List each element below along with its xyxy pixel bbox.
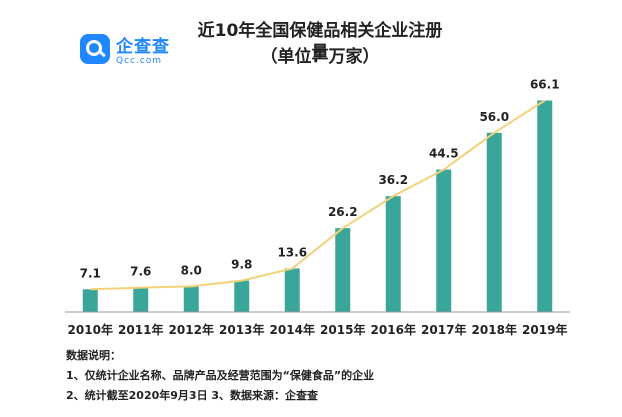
chart-subtitle: （单位：万家） xyxy=(260,47,380,67)
trend-line xyxy=(90,99,546,291)
data-label-2014年: 13.6 xyxy=(277,245,307,259)
bar-2010年 xyxy=(82,289,98,312)
data-label-2012年: 8.0 xyxy=(181,263,202,277)
bar-2012年 xyxy=(183,286,199,312)
bar-2018年 xyxy=(486,132,502,312)
x-tick-label: 2015年 xyxy=(320,322,365,337)
logo: 企查查 Qcc.com xyxy=(70,20,190,80)
data-label-2010年: 7.1 xyxy=(80,266,101,280)
bar-2015年 xyxy=(335,228,351,312)
data-label-2015年: 26.2 xyxy=(328,205,358,219)
bar-2014年 xyxy=(284,268,300,312)
data-label-2016年: 36.2 xyxy=(378,173,408,187)
chart-title: 近10年全国保健品相关企业注册量 xyxy=(197,21,443,63)
notes-line-1: 1、仅统计企业名称、品牌产品及经营范围为“保健食品”的企业 xyxy=(66,369,375,382)
x-tick-label: 2017年 xyxy=(421,322,466,337)
x-tick-label: 2016年 xyxy=(371,322,416,337)
data-label-2019年: 66.1 xyxy=(530,77,560,91)
logo-name: 企查查 xyxy=(116,37,170,57)
bar-2016年 xyxy=(385,196,401,312)
data-label-2018年: 56.0 xyxy=(479,110,509,124)
data-label-2017年: 44.5 xyxy=(429,147,459,161)
bar-2019年 xyxy=(537,100,553,312)
notes-line-2: 2、统计截至2020年9月3日 3、数据来源：企查查 xyxy=(66,389,319,402)
logo-domain: Qcc.com xyxy=(116,56,163,66)
x-tick-label: 2019年 xyxy=(522,322,567,337)
qcc-logo-icon xyxy=(80,34,110,64)
bar-2017年 xyxy=(436,169,452,312)
data-notes: 数据说明： 1、仅统计企业名称、品牌产品及经营范围为“保健食品”的企业 2、统计… xyxy=(66,346,374,406)
data-label-2011年: 7.6 xyxy=(130,265,151,279)
x-tick-label: 2014年 xyxy=(270,322,315,337)
notes-heading: 数据说明： xyxy=(66,349,121,362)
x-tick-label: 2013年 xyxy=(219,322,264,337)
x-tick-label: 2010年 xyxy=(68,322,113,337)
x-tick-label: 2012年 xyxy=(169,322,214,337)
x-tick-label: 2018年 xyxy=(472,322,517,337)
bar-2011年 xyxy=(133,287,149,312)
bar-2013年 xyxy=(234,280,250,312)
x-tick-label: 2011年 xyxy=(118,322,163,337)
data-label-2013年: 9.8 xyxy=(231,258,252,272)
